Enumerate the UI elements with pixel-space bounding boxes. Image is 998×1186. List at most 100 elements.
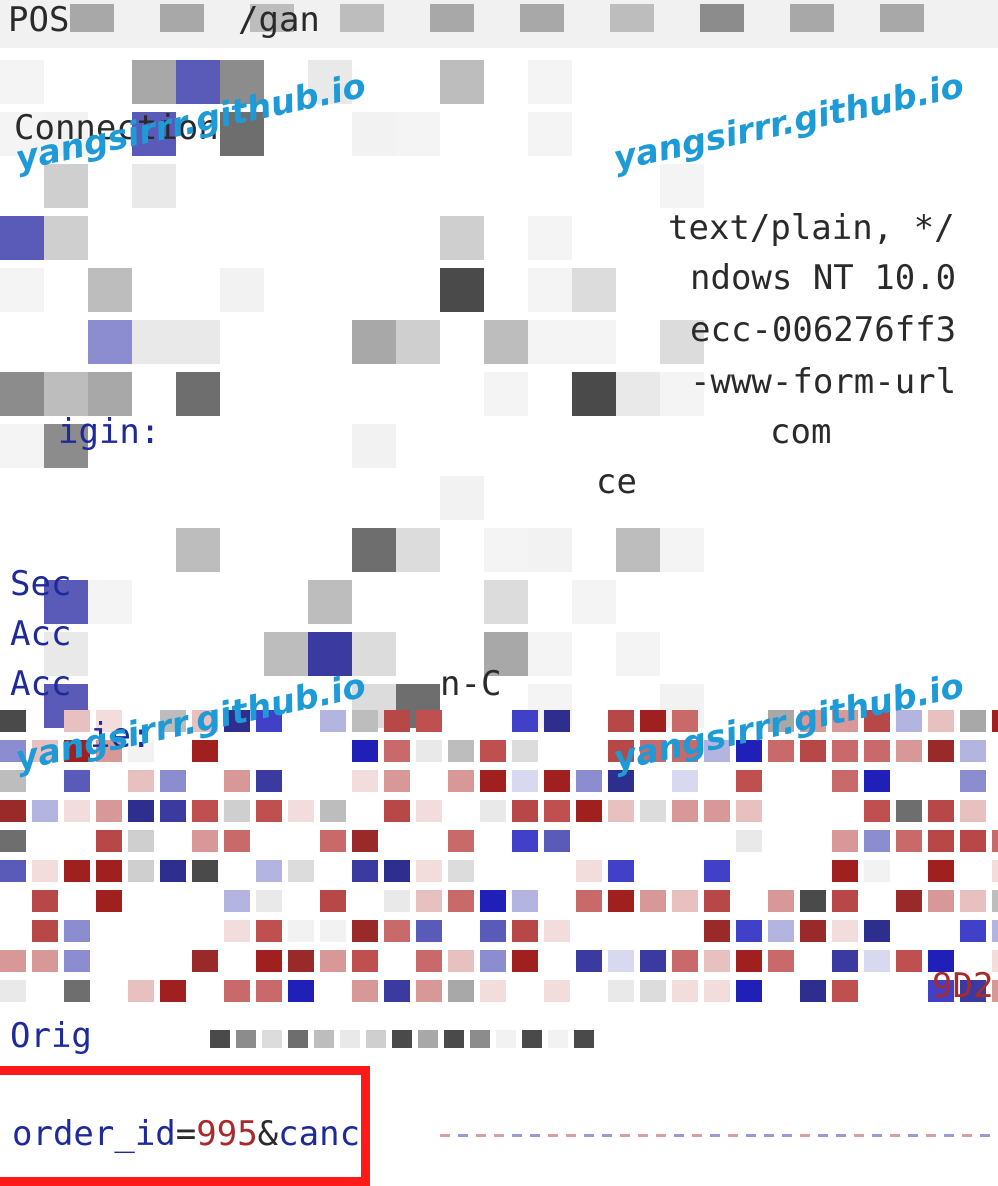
mosaic-tile [768, 950, 794, 972]
mosaic-tile [528, 60, 572, 104]
mosaic-tile [392, 1030, 412, 1048]
mosaic-tile [0, 372, 44, 416]
mosaic-tile [396, 320, 440, 364]
mosaic-tile [484, 320, 528, 364]
mosaic-tile [192, 830, 218, 852]
mosaic-tile [448, 980, 474, 1002]
mosaic-tile [352, 860, 378, 882]
mosaic-tile [256, 770, 282, 792]
mosaic-tile [692, 1134, 702, 1137]
mosaic-tile [256, 800, 282, 822]
mosaic-tile [520, 4, 564, 32]
mosaic-tile [288, 920, 314, 942]
mosaic-tile [0, 216, 44, 260]
accept-fragment: text/plain, */ [668, 208, 955, 248]
mosaic-tile [0, 860, 26, 882]
mosaic-tile [440, 476, 484, 520]
mosaic-tile [220, 268, 264, 312]
mosaic-tile [864, 710, 890, 732]
mosaic-tile [132, 164, 176, 208]
mosaic-tile [544, 770, 570, 792]
mosaic-tile [854, 1134, 864, 1137]
mosaic-tile [736, 830, 762, 852]
mosaic-tile [746, 1134, 756, 1137]
mosaic-tile [416, 890, 442, 912]
mosaic-tile [672, 950, 698, 972]
mosaic-tile [0, 800, 26, 822]
mosaic-tile [64, 710, 90, 732]
mosaic-tile [608, 980, 634, 1002]
mosaic-tile [96, 740, 122, 762]
mosaic-tile [512, 770, 538, 792]
mosaic-tile [960, 890, 986, 912]
mosaic-tile [782, 1134, 792, 1137]
mosaic-tile [992, 950, 998, 972]
mosaic-tile [224, 770, 250, 792]
fetch-fragment: ce [596, 462, 637, 502]
mosaic-tile [566, 1134, 576, 1137]
mosaic-tile [768, 740, 794, 762]
mosaic-tile [832, 920, 858, 942]
mosaic-tile [352, 980, 378, 1002]
mosaic-tile [352, 320, 396, 364]
mosaic-tile [256, 920, 282, 942]
mosaic-tile [704, 740, 730, 762]
mosaic-tile [608, 740, 634, 762]
mosaic-tile [366, 1030, 386, 1048]
mosaic-tile [160, 800, 186, 822]
mosaic-tile [210, 1030, 230, 1048]
mosaic-tile [192, 740, 218, 762]
mosaic-tile [512, 830, 538, 852]
mosaic-tile [512, 950, 538, 972]
mosaic-tile [832, 770, 858, 792]
mosaic-tile [416, 710, 442, 732]
method-line: POS [8, 0, 70, 40]
mosaic-tile [44, 372, 88, 416]
mosaic-tile [672, 800, 698, 822]
mosaic-tile [572, 320, 616, 364]
mosaic-tile [656, 1134, 666, 1137]
mosaic-tile [128, 740, 154, 762]
mosaic-tile [0, 830, 26, 852]
mosaic-tile [616, 528, 660, 572]
mosaic-tile [0, 740, 26, 762]
mosaic-tile [288, 950, 314, 972]
accept-language-header-fragment: Acc [10, 664, 72, 704]
mosaic-tile [314, 1030, 334, 1048]
mosaic-tile [544, 800, 570, 822]
mosaic-tile [818, 1134, 828, 1137]
mosaic-tile [64, 800, 90, 822]
mosaic-tile [480, 740, 506, 762]
mosaic-tile [416, 950, 442, 972]
mosaic-tile [736, 740, 762, 762]
mosaic-tile [800, 1134, 810, 1137]
mosaic-tile [872, 1134, 882, 1137]
mosaic-tile [672, 770, 698, 792]
mosaic-tile [88, 268, 132, 312]
mosaic-tile [236, 1030, 256, 1048]
mosaic-tile [44, 112, 88, 156]
mosaic-tile [320, 830, 346, 852]
mosaic-tile [396, 528, 440, 572]
mosaic-tile [288, 1030, 308, 1048]
mosaic-tile [64, 980, 90, 1002]
language-fragment: n-C [440, 664, 502, 704]
mosaic-tile [192, 860, 218, 882]
mosaic-tile [640, 710, 666, 732]
mosaic-tile [640, 800, 666, 822]
mosaic-tile [608, 860, 634, 882]
mosaic-tile [864, 830, 890, 852]
mosaic-tile [44, 216, 88, 260]
mosaic-tile [992, 860, 998, 882]
mosaic-tile [64, 740, 90, 762]
mosaic-tile [800, 980, 826, 1002]
mosaic-tile [736, 950, 762, 972]
mosaic-tile [660, 372, 704, 416]
origin-header-fragment: Orig [10, 1016, 92, 1056]
mosaic-tile [674, 1134, 684, 1137]
mosaic-tile [672, 740, 698, 762]
mosaic-tile [384, 710, 410, 732]
mosaic-tile [176, 60, 220, 104]
mosaic-tile [484, 528, 528, 572]
mosaic-tile [548, 1134, 558, 1137]
